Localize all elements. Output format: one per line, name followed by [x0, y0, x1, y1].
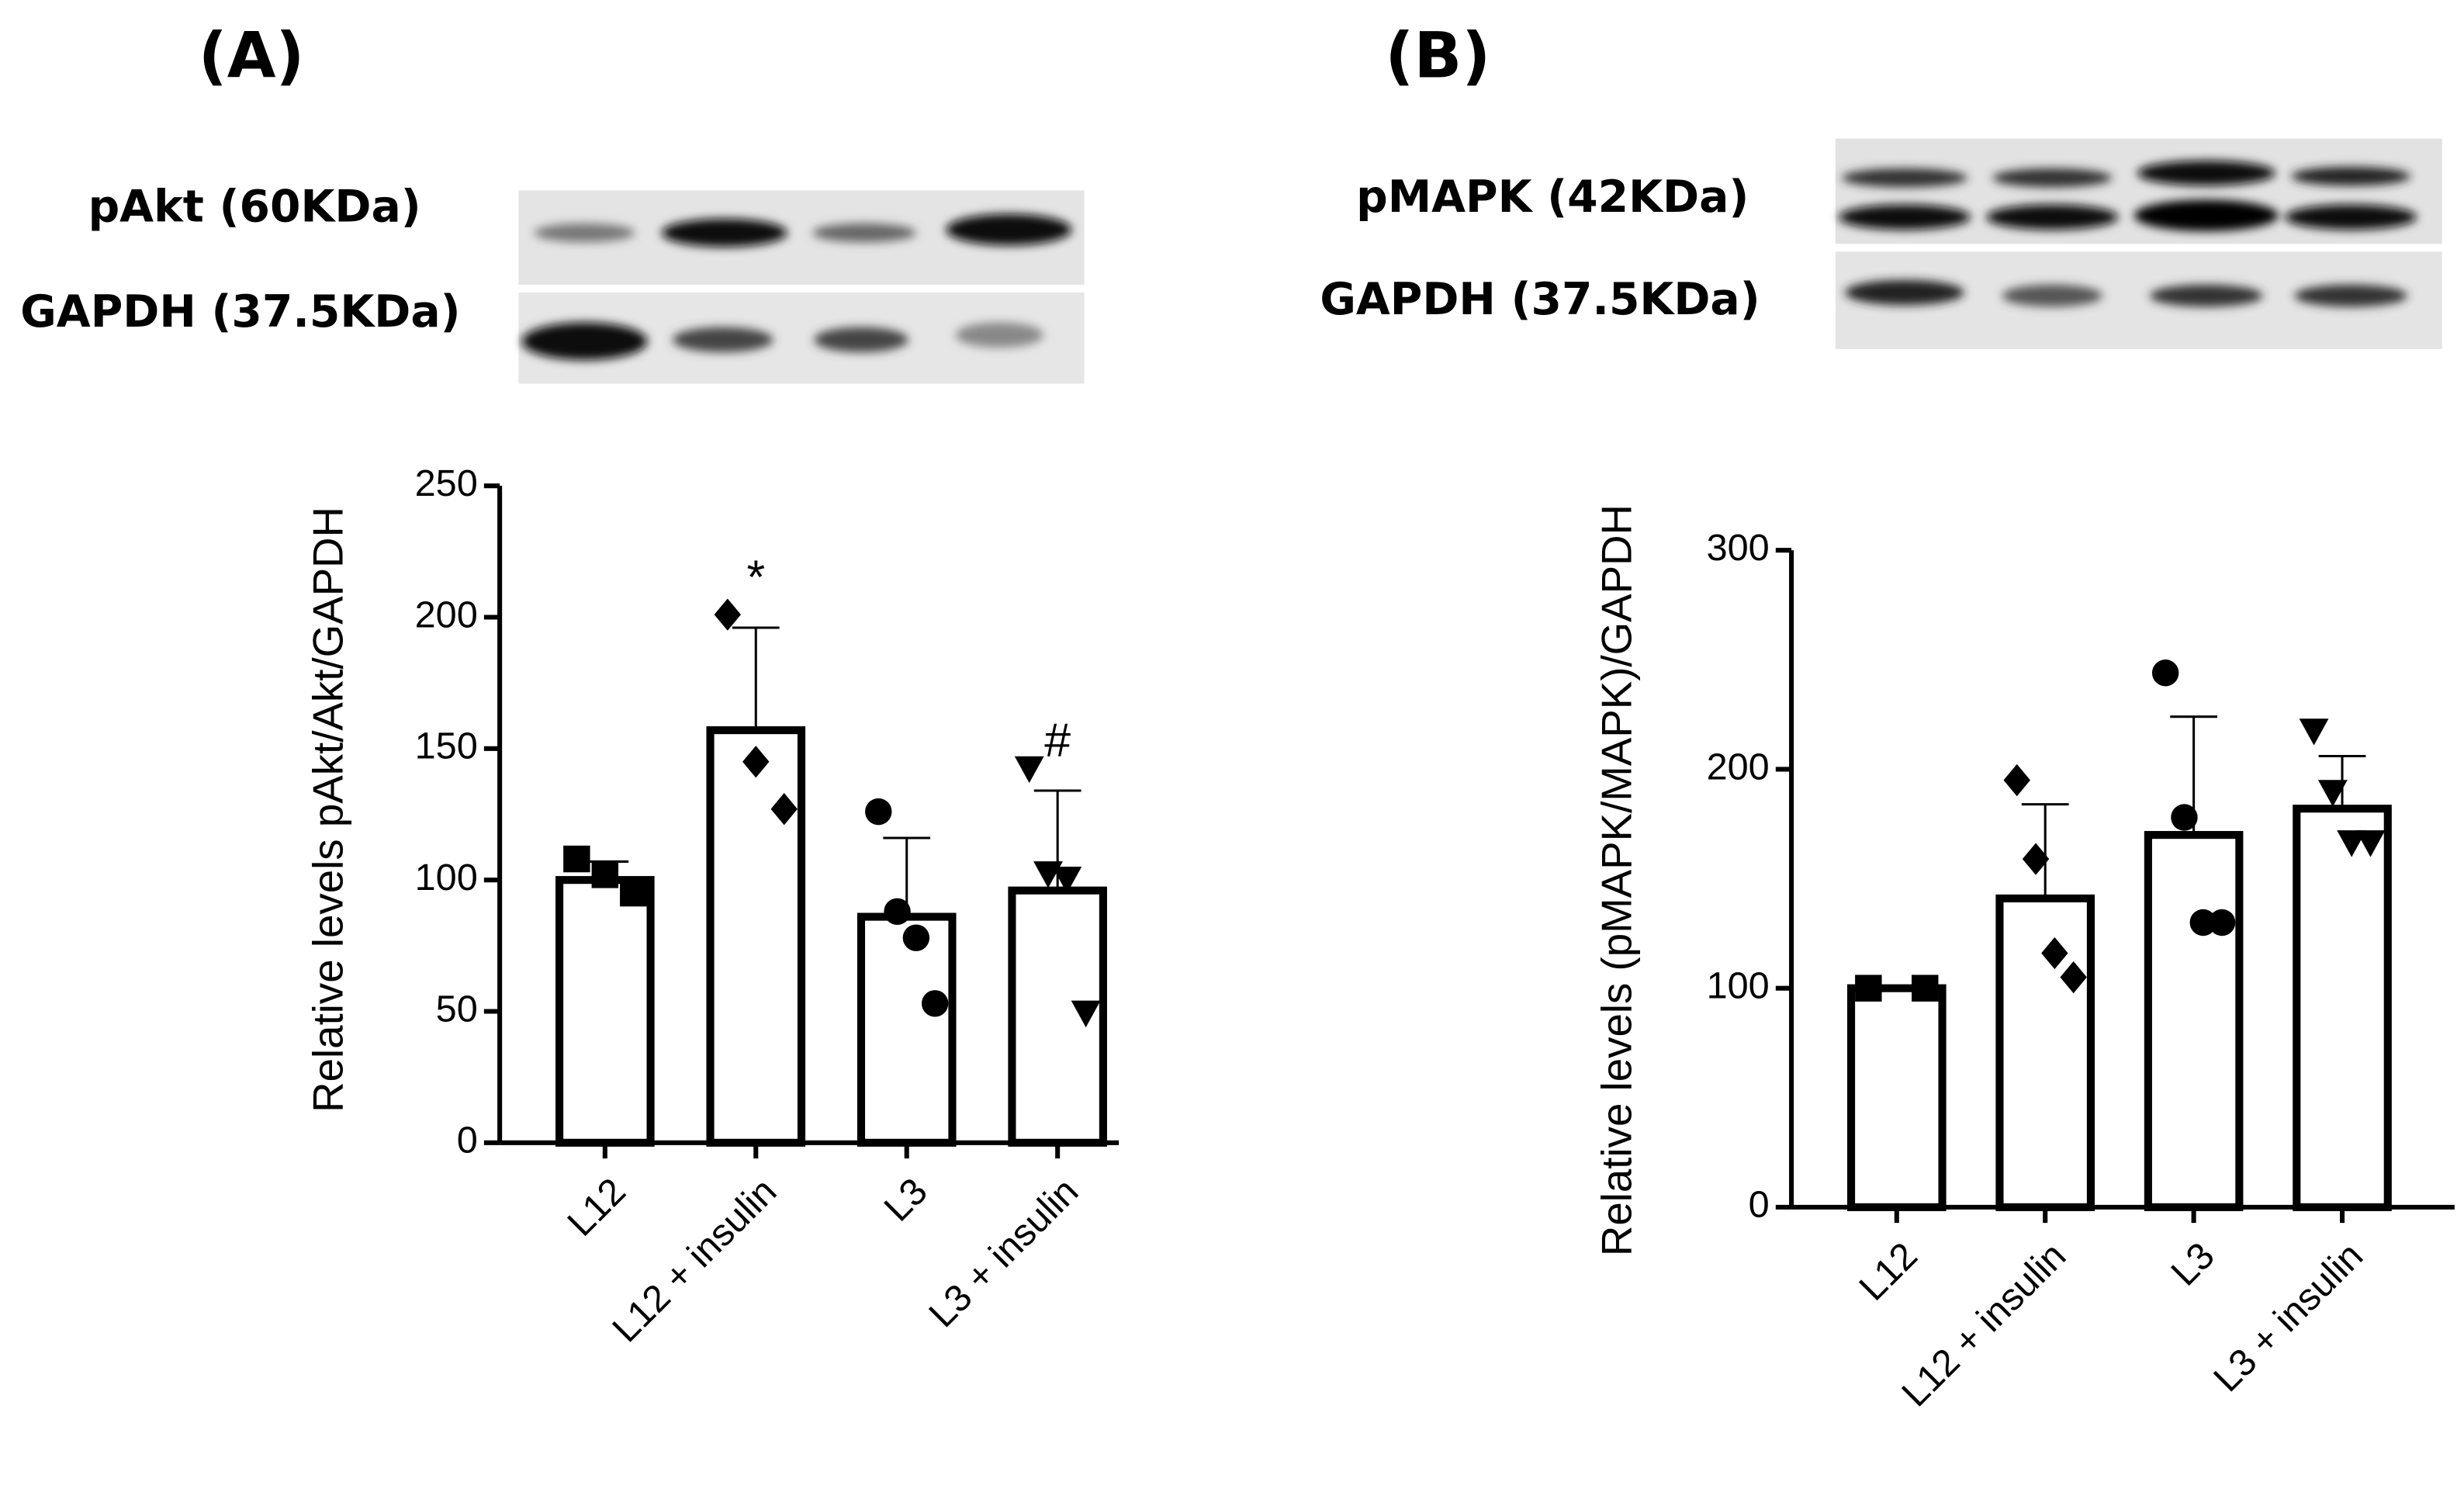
point — [865, 798, 892, 826]
blot-label: pMAPK (42KDa) — [1356, 171, 1749, 223]
blot-label: GAPDH (37.5KDa) — [20, 286, 460, 338]
point — [2022, 843, 2050, 875]
point — [2208, 909, 2236, 936]
point — [921, 990, 949, 1017]
y-axis-label: Relative levels (pMAPK/MAPK)/GAPDH — [1592, 504, 1640, 1256]
y-tick-label: 100 — [1707, 964, 1770, 1006]
point — [1912, 975, 1939, 1002]
bar — [2144, 831, 2244, 1211]
blot-a — [518, 190, 1085, 384]
bar — [706, 726, 806, 1147]
bar — [555, 876, 655, 1147]
y-tick-label: 200 — [1707, 746, 1770, 788]
y-tick-label: 300 — [1707, 527, 1770, 569]
y-axis-label: Relative levels pAkt/Akt/GAPDH — [304, 507, 352, 1113]
panel-label: (A) — [199, 20, 305, 93]
point — [1855, 975, 1882, 1002]
point — [620, 879, 647, 907]
point — [1014, 756, 1044, 784]
y-tick-label: 200 — [415, 594, 478, 635]
point — [742, 746, 770, 778]
point — [2151, 660, 2179, 687]
x-tick-label: L3 + insulin — [2206, 1234, 2371, 1400]
point — [770, 793, 798, 826]
point — [2299, 718, 2329, 746]
point — [591, 861, 619, 888]
blot-b — [1835, 138, 2442, 349]
point — [884, 898, 911, 926]
point — [563, 845, 590, 873]
point — [1071, 1000, 1101, 1028]
annotation: # — [1044, 713, 1071, 766]
panel-label: (B) — [1385, 20, 1490, 93]
y-tick-label: 150 — [415, 725, 478, 767]
bar — [1995, 894, 2095, 1211]
point — [2189, 909, 2217, 936]
error-bar — [2021, 803, 2069, 898]
x-tick-label: L3 + insulin — [921, 1170, 1086, 1335]
point — [2317, 780, 2348, 807]
point — [1052, 866, 1082, 894]
point — [2171, 804, 2198, 831]
point — [2355, 830, 2386, 857]
bar — [857, 912, 957, 1147]
error-bar — [732, 626, 780, 731]
bar — [2293, 805, 2392, 1211]
y-tick-label: 250 — [415, 462, 478, 504]
point — [2003, 763, 2030, 797]
x-tick-label: L12 — [1851, 1234, 1926, 1309]
blot-label: GAPDH (37.5KDa) — [1320, 274, 1760, 325]
y-tick-label: 50 — [436, 988, 478, 1030]
point — [2337, 830, 2367, 857]
bar — [1846, 984, 1947, 1211]
y-tick-label: 0 — [457, 1120, 478, 1162]
x-tick-label: L3 — [2163, 1234, 2222, 1293]
y-tick-label: 100 — [415, 857, 478, 898]
point — [714, 598, 742, 631]
y-tick-label: 0 — [1749, 1184, 1770, 1226]
annotation: * — [746, 550, 765, 603]
x-tick-label: L3 — [876, 1170, 935, 1229]
blot-label: pAkt (60KDa) — [88, 181, 421, 232]
point — [902, 924, 930, 951]
x-tick-label: L12 — [559, 1170, 634, 1245]
